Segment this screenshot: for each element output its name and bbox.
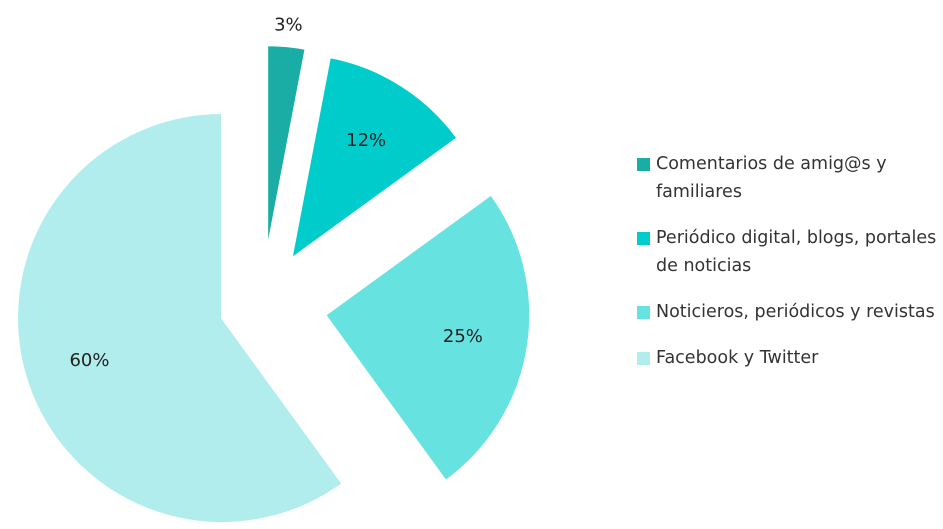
legend-item: Periódico digital, blogs, portales de no… xyxy=(637,224,937,280)
legend-item: Comentarios de amig@s y familiares xyxy=(637,150,937,206)
pie-slice xyxy=(323,193,532,483)
legend-label: Comentarios de amig@s y familiares xyxy=(656,154,887,202)
legend-item: Noticieros, periódicos y revistas xyxy=(637,298,937,326)
data-label: 12% xyxy=(346,130,386,151)
data-label: 25% xyxy=(443,326,483,347)
legend-item: Facebook y Twitter xyxy=(637,344,937,372)
legend-label: Periódico digital, blogs, portales de no… xyxy=(656,228,937,276)
legend-swatch xyxy=(637,232,650,245)
data-label: 3% xyxy=(274,15,303,36)
pie-slice xyxy=(290,56,459,261)
legend-swatch xyxy=(637,158,650,171)
legend-swatch xyxy=(637,306,650,319)
pie-slice xyxy=(16,111,344,524)
legend-swatch xyxy=(637,352,650,365)
pie-slice xyxy=(266,44,307,251)
data-label: 60% xyxy=(69,350,109,371)
legend: Comentarios de amig@s y familiares Periód… xyxy=(637,150,937,390)
legend-label: Noticieros, periódicos y revistas xyxy=(656,302,935,322)
legend-label: Facebook y Twitter xyxy=(656,348,819,368)
